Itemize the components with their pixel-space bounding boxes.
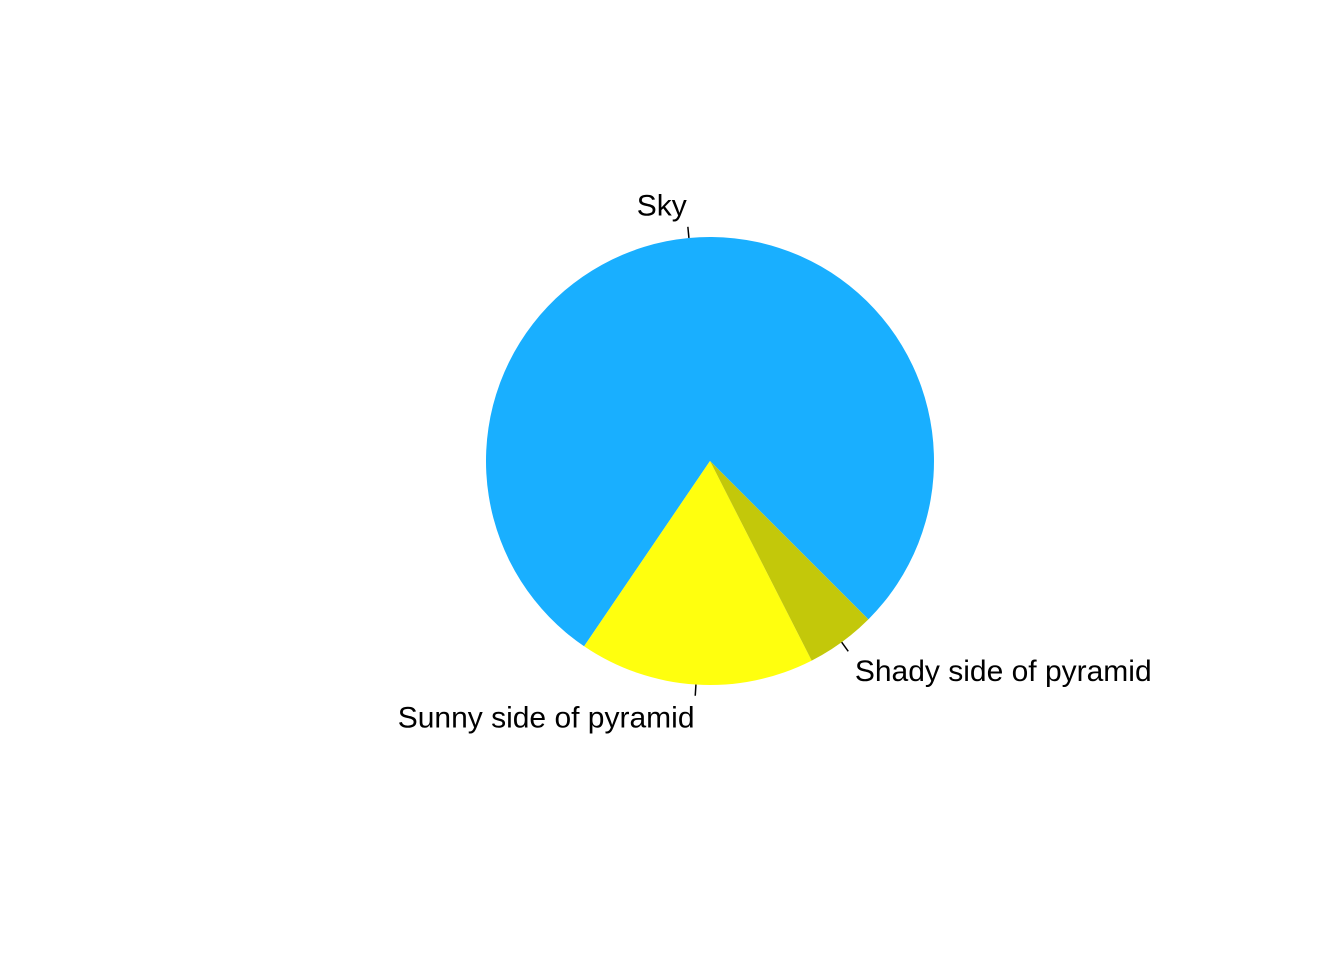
- pie-slices: [485, 237, 934, 686]
- pie-labels: Sky Sunny side of pyramid Shady side of py…: [398, 190, 1152, 735]
- slice-label-sky: Sky: [637, 190, 687, 223]
- leader-line-shady-side-of-pyramid: [841, 641, 849, 652]
- slice-label-sunny-side-of-pyramid: Sunny side of pyramid: [398, 702, 695, 735]
- pie-slice-sunny-side-of-pyramid: [584, 461, 812, 686]
- leader-line-sky: [687, 226, 690, 239]
- pie-slice-sky: [485, 237, 934, 647]
- leader-line-sunny-side-of-pyramid: [694, 684, 697, 696]
- slice-label-shady-side-of-pyramid: Shady side of pyramid: [855, 655, 1152, 688]
- pie-slice-shady-side-of-pyramid: [710, 461, 869, 661]
